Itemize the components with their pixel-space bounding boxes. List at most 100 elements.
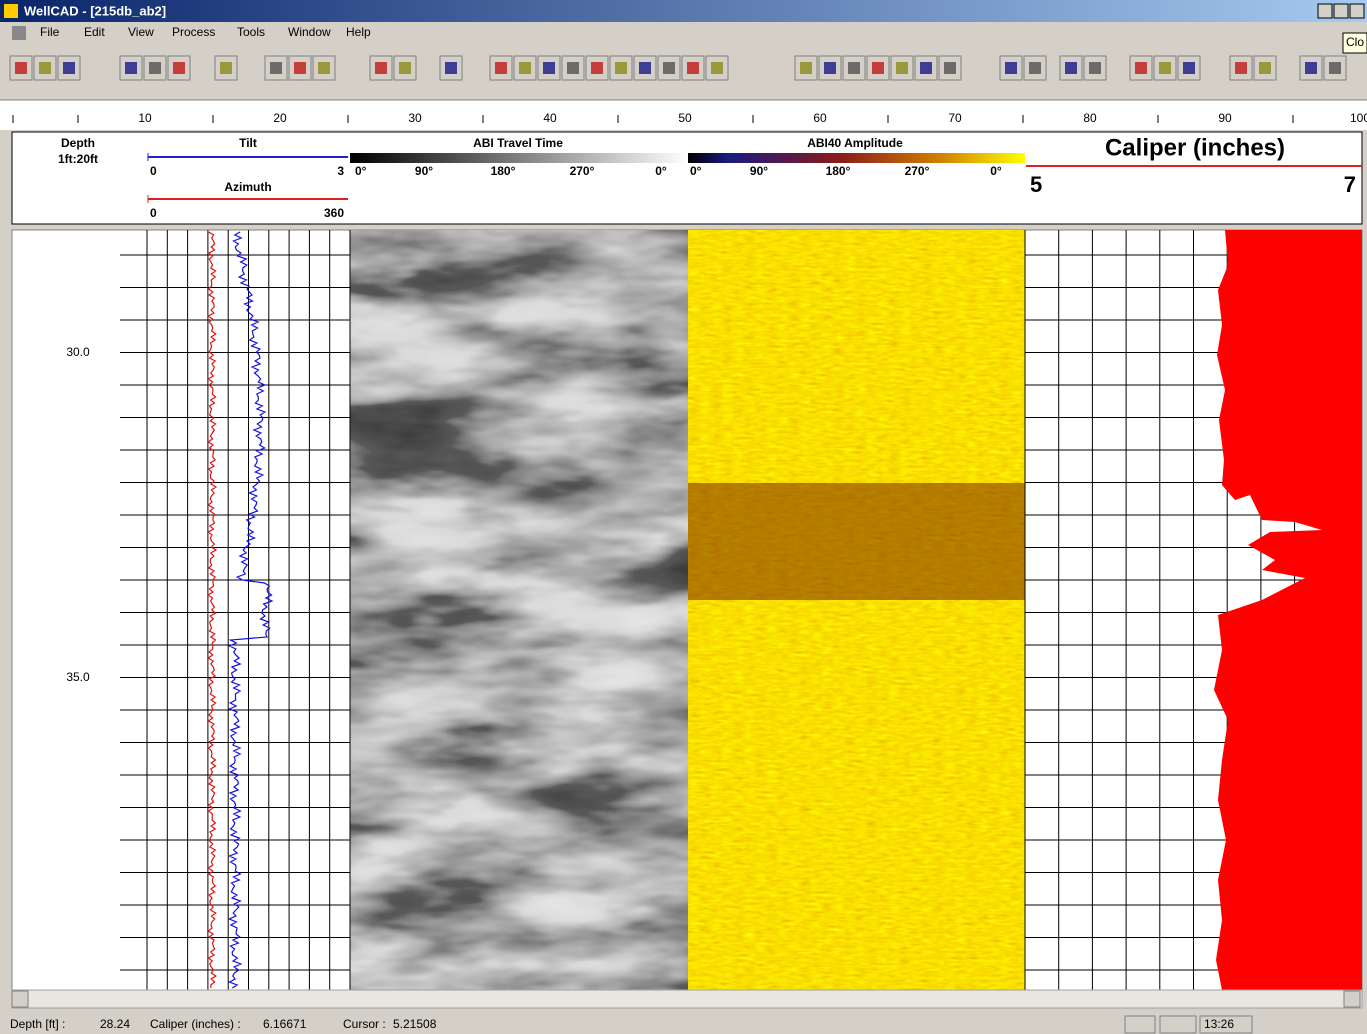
ruler-label: 100: [1350, 111, 1367, 125]
amplitude-title: ABI40 Amplitude: [807, 136, 903, 150]
toolbar-icon: [824, 62, 836, 74]
toolbar-icon: [848, 62, 860, 74]
ruler-label: 80: [1083, 111, 1097, 125]
toolbar-icon: [920, 62, 932, 74]
menu-item[interactable]: Process: [172, 25, 215, 39]
ruler-label: 70: [948, 111, 962, 125]
status-cursor-label: Cursor :: [343, 1017, 386, 1031]
toolbar-icon: [663, 62, 675, 74]
angle-label: 0°: [355, 164, 367, 178]
caliper-title: Caliper (inches): [1105, 134, 1285, 161]
status-time: 13:26: [1204, 1017, 1234, 1031]
window-controls[interactable]: [1318, 4, 1364, 18]
toolbar-icon: [800, 62, 812, 74]
angle-label: 180°: [826, 164, 851, 178]
ruler-label: 20: [273, 111, 287, 125]
status-caliper-label: Caliper (inches) :: [150, 1017, 241, 1031]
travel-time-colorbar: [350, 153, 688, 163]
doc-icon: [12, 26, 26, 40]
toolbar-icon: [591, 62, 603, 74]
horizontal-scrollbar[interactable]: [12, 990, 1362, 1008]
toolbar-icon: [543, 62, 555, 74]
toolbar-icon: [1135, 62, 1147, 74]
menu-item[interactable]: Help: [346, 25, 371, 39]
angle-label: 270°: [570, 164, 595, 178]
toolbar-icon: [1089, 62, 1101, 74]
toolbar-icon: [63, 62, 75, 74]
toolbar-icon: [1305, 62, 1317, 74]
tilt-min: 0: [150, 164, 157, 178]
toolbar-icon: [318, 62, 330, 74]
depth-title: Depth: [61, 136, 95, 150]
status-caliper: 6.16671: [263, 1017, 307, 1031]
toolbar-icon: [125, 62, 137, 74]
ruler-label: 60: [813, 111, 827, 125]
depth-scale: 1ft:20ft: [58, 152, 98, 166]
toolbar-icon: [896, 62, 908, 74]
azimuth-title: Azimuth: [224, 180, 271, 194]
toolbar-icon: [1183, 62, 1195, 74]
angle-label: 180°: [491, 164, 516, 178]
menu-item[interactable]: File: [40, 25, 60, 39]
amplitude-colorbar: [688, 153, 1025, 163]
status-depth: 28.24: [100, 1017, 130, 1031]
toolbar-icon: [567, 62, 579, 74]
scroll-left[interactable]: [12, 991, 28, 1007]
toolbar-icon: [711, 62, 723, 74]
toolbar-icon: [149, 62, 161, 74]
angle-label: 90°: [415, 164, 433, 178]
toolbar-icon: [1329, 62, 1341, 74]
toolbar-icon: [519, 62, 531, 74]
toolbar-icon: [1159, 62, 1171, 74]
toolbar-icon: [445, 62, 457, 74]
menu-item[interactable]: Window: [288, 25, 331, 39]
toolbar-icon: [294, 62, 306, 74]
window-title: WellCAD - [215db_ab2]: [24, 3, 166, 18]
toolbar-icon: [173, 62, 185, 74]
ruler-label: 30: [408, 111, 422, 125]
angle-label: 270°: [905, 164, 930, 178]
depth-label: 35.0: [66, 670, 90, 684]
angle-label: 0°: [655, 164, 667, 178]
toolbar-icon: [1029, 62, 1041, 74]
amplitude-image: [688, 230, 1025, 990]
amplitude-dark-band: [688, 483, 1025, 600]
ruler-label: 90: [1218, 111, 1232, 125]
toolbar-icon: [375, 62, 387, 74]
toolbar-icon: [615, 62, 627, 74]
toolbar-icon: [639, 62, 651, 74]
tilt-max: 3: [337, 164, 344, 178]
toolbar-icon: [1259, 62, 1271, 74]
menu-item[interactable]: View: [128, 25, 154, 39]
tilt-title: Tilt: [239, 136, 257, 150]
caliper-max: 7: [1344, 172, 1356, 197]
status-cursor: 5.21508: [393, 1017, 437, 1031]
caliper-fill: [1214, 230, 1362, 990]
wellcad-window: WellCAD - [215db_ab2] File Edit View Proces…: [0, 0, 1367, 1034]
toolbar-icon: [1065, 62, 1077, 74]
toolbar-icon: [1235, 62, 1247, 74]
toolbar-icon: [220, 62, 232, 74]
toolbar-icon: [399, 62, 411, 74]
caliper-min: 5: [1030, 172, 1042, 197]
toolbar-icon: [1005, 62, 1017, 74]
toolbar-icon: [495, 62, 507, 74]
status-depth-label: Depth [ft] :: [10, 1017, 65, 1031]
angle-label: 0°: [990, 164, 1002, 178]
toolbar-icon: [270, 62, 282, 74]
app-icon: [4, 4, 18, 18]
menu-item[interactable]: Tools: [237, 25, 265, 39]
toolbar: [10, 56, 1346, 80]
menu-item[interactable]: Edit: [84, 25, 105, 39]
ruler-label: 50: [678, 111, 692, 125]
travel-time-image: [350, 230, 688, 990]
angle-label: 90°: [750, 164, 768, 178]
angle-label: 0°: [690, 164, 702, 178]
tooltip-text: Clo: [1346, 35, 1364, 49]
title-bar: [0, 0, 1367, 22]
toolbar-icon: [39, 62, 51, 74]
azimuth-max: 360: [324, 206, 344, 220]
travel-time-title: ABI Travel Time: [473, 136, 563, 150]
scroll-right[interactable]: [1344, 991, 1360, 1007]
ruler-label: 10: [138, 111, 152, 125]
